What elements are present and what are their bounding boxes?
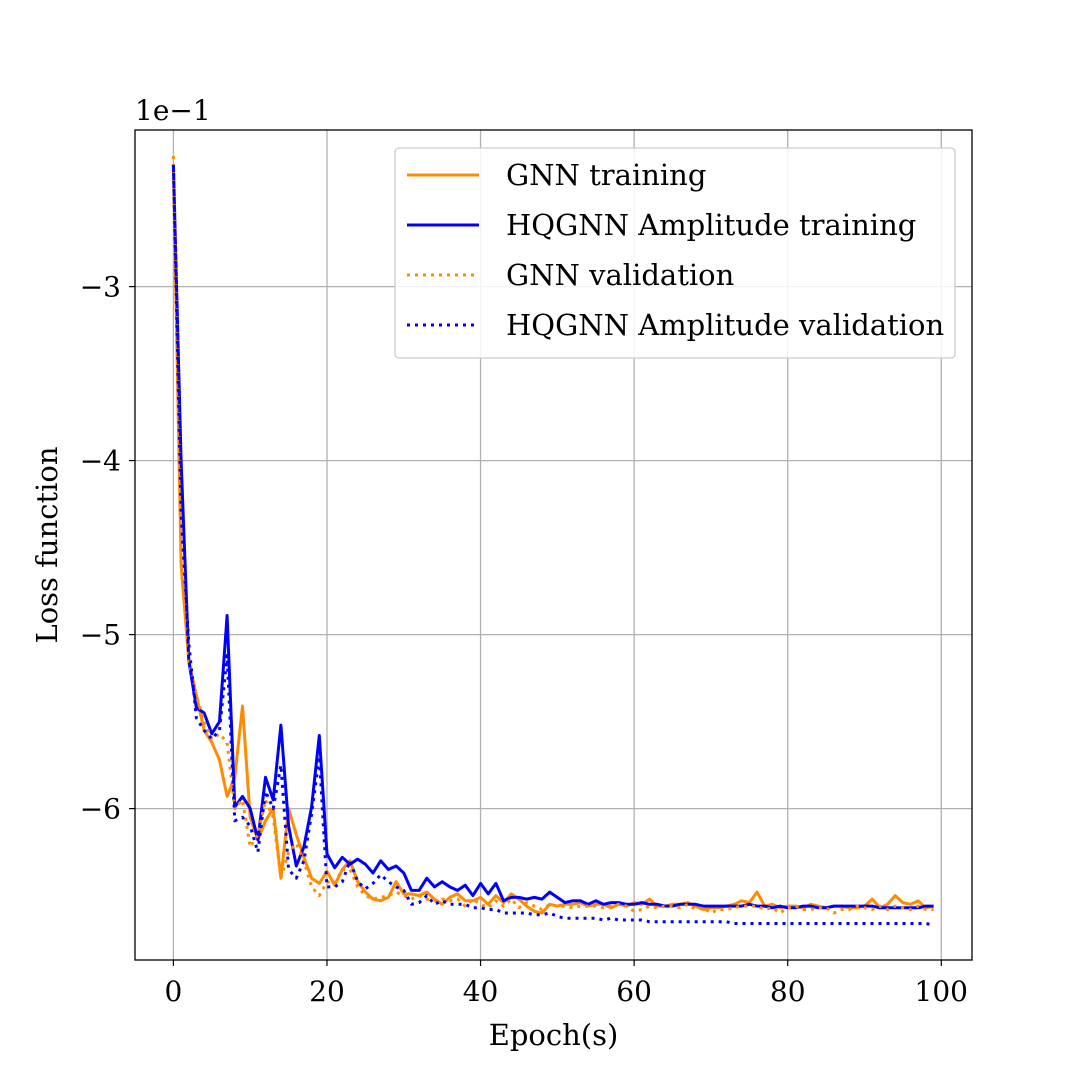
x-tick-label: 60: [616, 975, 652, 1008]
axis-ticks: 0 20 40 60 80 100 −3 −4 −5 −6: [80, 271, 968, 1008]
x-tick-label: 80: [770, 975, 806, 1008]
y-tick-label: −5: [80, 619, 121, 652]
legend-label: GNN training: [506, 158, 706, 192]
series-layer: [171, 156, 934, 927]
y-tick-label: −4: [80, 445, 121, 478]
x-tick-label: 0: [164, 975, 182, 1008]
y-tick-label: −3: [80, 271, 121, 304]
legend-box: [394, 147, 956, 359]
legend-label: GNN validation: [506, 258, 734, 292]
x-tick-label: 100: [915, 975, 968, 1008]
legend-label: HQGNN Amplitude validation: [506, 308, 944, 342]
x-tick-label: 20: [309, 975, 345, 1008]
series-line: [171, 164, 934, 927]
series-line: [171, 156, 934, 915]
x-tick-label: 40: [463, 975, 499, 1008]
x-axis-label: Epoch(s): [489, 1018, 619, 1052]
y-tick-label: −6: [80, 793, 121, 826]
y-axis-label: Loss function: [30, 446, 64, 643]
legend: GNN training HQGNN Amplitude training GNN …: [394, 147, 956, 359]
series-line: [171, 164, 934, 910]
plot-frame: [134, 129, 973, 961]
legend-label: HQGNN Amplitude training: [506, 208, 916, 242]
y-offset-label: 1e−1: [135, 94, 211, 127]
